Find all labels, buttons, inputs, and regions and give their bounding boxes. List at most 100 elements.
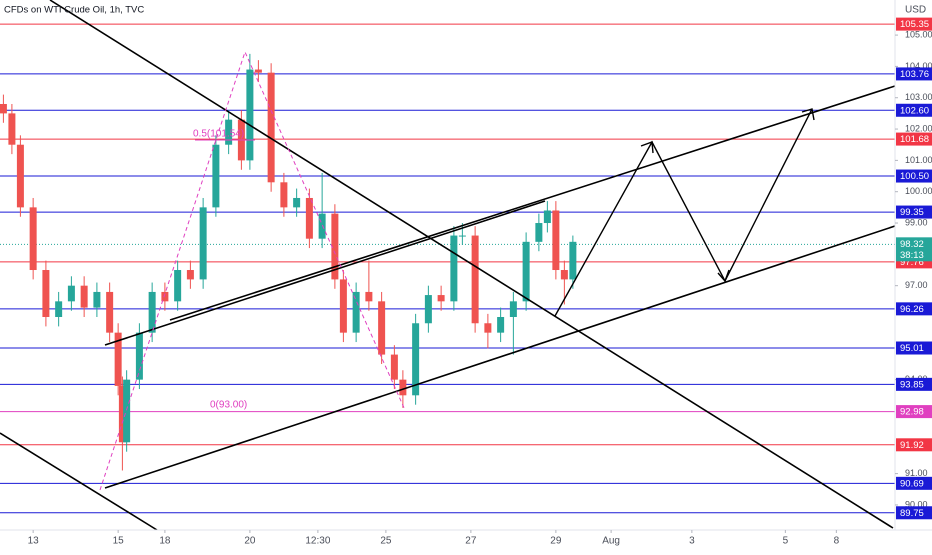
x-tick-label: 27 (465, 536, 477, 547)
candle-body (114, 332, 122, 386)
candle-body (148, 291, 156, 333)
x-tick-label: 25 (380, 536, 392, 547)
candle-body (8, 113, 16, 145)
level-tag (896, 377, 932, 391)
level-tag (896, 405, 932, 419)
candle-body (339, 279, 347, 333)
y-tick-label: 97.00 (905, 280, 928, 290)
y-tick-label: 99.00 (905, 217, 928, 227)
candle-body (199, 207, 207, 280)
candle-body (424, 295, 432, 324)
x-tick-label: 13 (28, 536, 40, 547)
candles (0, 53, 577, 471)
candle-body (29, 207, 37, 271)
fib-label: 0(93.00) (210, 400, 247, 411)
candle-body (522, 241, 530, 302)
level-tag-label: 99.35 (900, 207, 924, 218)
last-price-label: 98.32 (900, 239, 924, 250)
level-tag (896, 103, 932, 117)
axis-unit: USD (905, 5, 926, 16)
x-tick-label: 12:30 (305, 536, 330, 547)
level-tag-label: 95.01 (900, 343, 924, 354)
candle-body (437, 295, 445, 302)
candle-body (535, 223, 543, 242)
x-tick-label: 18 (159, 536, 171, 547)
candle-body (42, 270, 50, 317)
y-tick-label: 102.00 (905, 123, 932, 133)
candle-body (186, 270, 194, 280)
candle-body (80, 285, 88, 308)
level-tag-label: 91.92 (900, 440, 924, 451)
candle-body (246, 69, 254, 161)
projection-arrow (554, 108, 813, 317)
level-tag (896, 476, 932, 490)
level-tag-label: 101.68 (900, 134, 929, 145)
candle-body (267, 72, 275, 183)
axis-overlay: 90.0091.0094.0097.0099.00100.00101.00102… (28, 17, 932, 547)
candle-body (0, 103, 7, 114)
x-tick-label: 20 (244, 536, 256, 547)
level-tag-label: 93.85 (900, 379, 924, 390)
candle-body (55, 301, 63, 317)
candle-body (543, 210, 551, 224)
y-tick-label: 105.00 (905, 29, 932, 39)
candle-body (212, 144, 220, 208)
candle-body (458, 235, 466, 237)
last-price-tag (896, 237, 932, 262)
candle-body (93, 291, 101, 308)
time-axis (0, 530, 932, 550)
arrow-head (717, 269, 730, 283)
drawings (0, 0, 896, 531)
arrow-head (801, 108, 815, 121)
candle-body (106, 291, 114, 333)
candle-body (280, 182, 288, 208)
level-tag-label: 89.75 (900, 508, 924, 519)
x-tick-label: Aug (602, 536, 620, 547)
channel-line (169, 85, 896, 321)
candle-body (378, 301, 386, 355)
level-tag-label: 92.98 (900, 407, 924, 418)
level-tag-label: 100.50 (900, 171, 929, 182)
candle-body (161, 291, 169, 302)
candle-body (552, 210, 560, 271)
candle-body (365, 291, 373, 302)
level-tag (896, 17, 932, 31)
y-tick-label: 104.00 (905, 61, 932, 71)
candle-body (399, 379, 407, 396)
candle-body (123, 379, 131, 443)
level-tag (896, 205, 932, 219)
trend-line (0, 432, 158, 531)
candle-body (331, 213, 339, 280)
x-tick-label: 3 (689, 536, 695, 547)
channel-line (104, 200, 546, 346)
candle-body (305, 197, 313, 239)
candle-body (450, 235, 458, 302)
candle-body (254, 69, 262, 73)
candle-body (293, 197, 301, 208)
candle-body (509, 301, 517, 317)
level-tag-label: 96.26 (900, 304, 924, 315)
y-tick-label: 91.00 (905, 468, 928, 478)
level-tag (896, 506, 932, 520)
candle-body (471, 235, 479, 324)
trend-line (49, 0, 894, 529)
candle-body (390, 354, 398, 380)
candle-body (569, 241, 577, 280)
candle-body (484, 323, 492, 333)
level-tag-label: 103.76 (900, 69, 929, 80)
channel-line (104, 225, 896, 489)
candle-body (352, 291, 360, 333)
level-tag-label: 102.60 (900, 105, 929, 116)
countdown-label: 38:13 (900, 250, 924, 261)
x-tick-label: 8 (834, 536, 840, 547)
fib-zigzag (99, 50, 406, 491)
y-tick-label: 100.00 (905, 186, 932, 196)
arrow-head (640, 141, 654, 154)
level-tag (896, 169, 932, 183)
candle-body (412, 323, 420, 396)
candle-body (318, 213, 326, 239)
x-tick-label: 15 (113, 536, 125, 547)
candle-body (16, 144, 24, 208)
y-tick-label: 101.00 (905, 155, 932, 165)
